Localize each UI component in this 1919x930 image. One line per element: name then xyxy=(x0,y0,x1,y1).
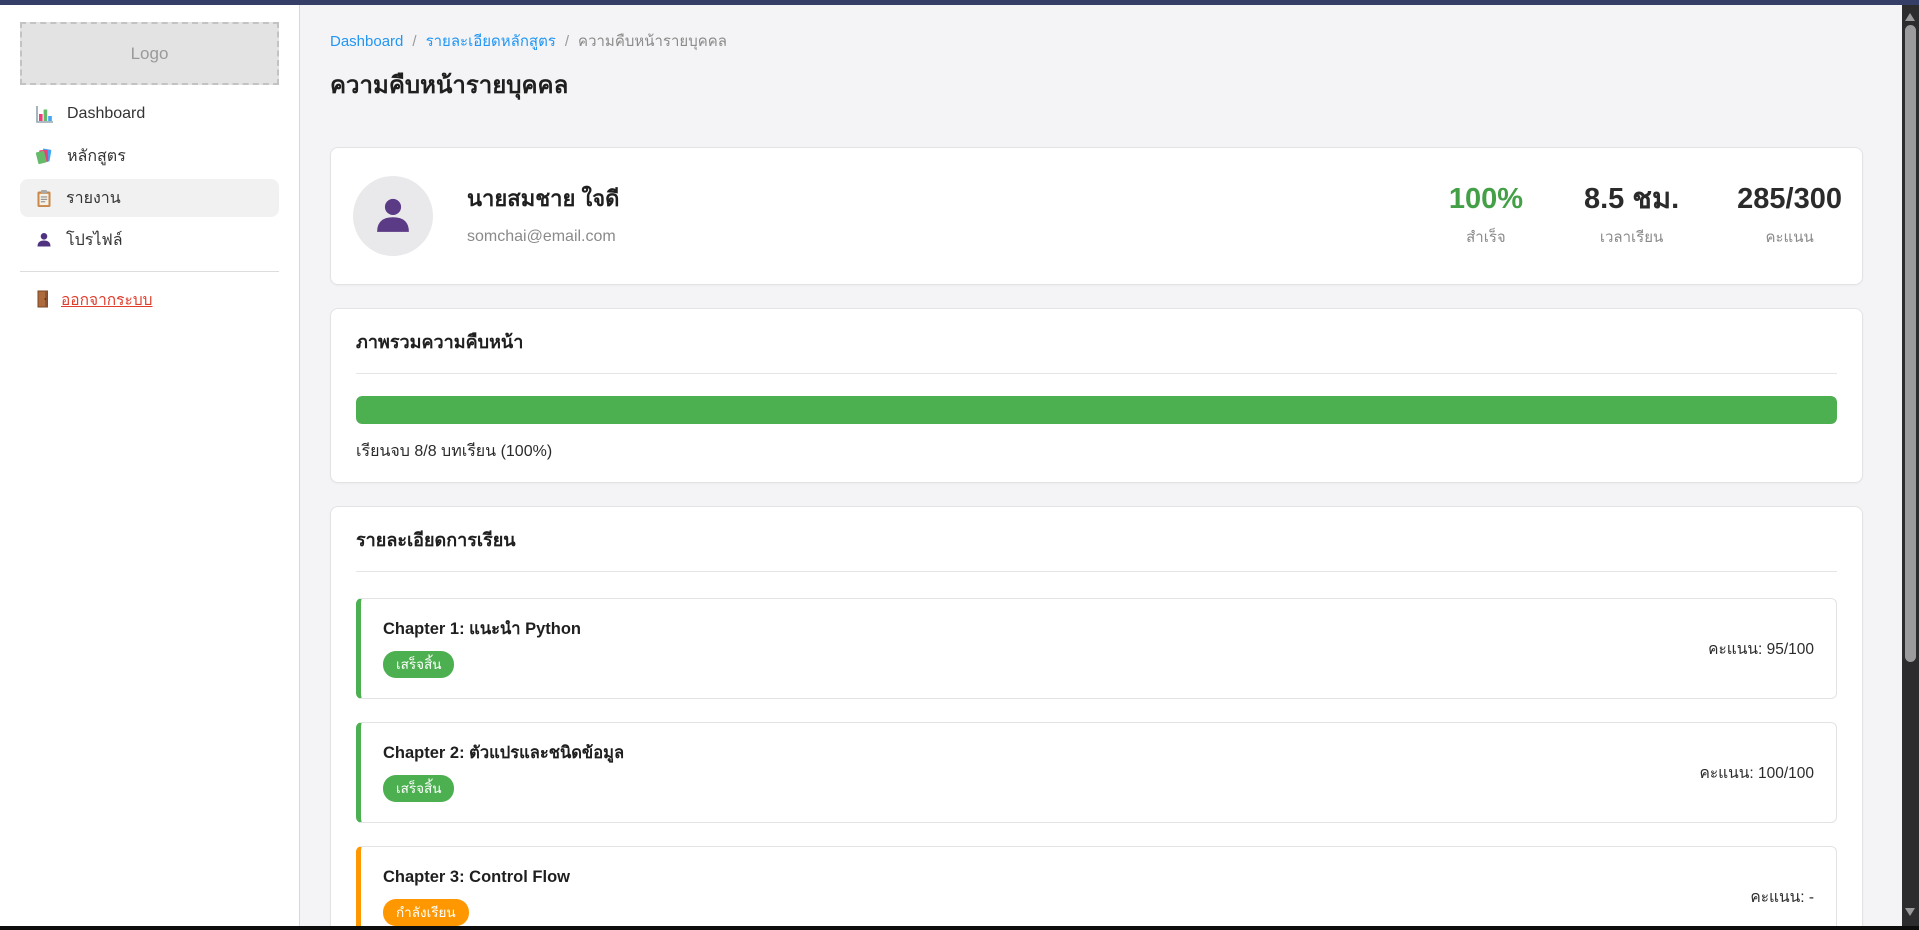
app-layout: Logo Dashboard xyxy=(0,5,1919,930)
sidebar-item-label: Dashboard xyxy=(67,105,146,122)
chapter-item[interactable]: Chapter 1: แนะนำ Python เสร็จสิ้น คะแนน:… xyxy=(356,598,1837,699)
chapter-list: Chapter 1: แนะนำ Python เสร็จสิ้น คะแนน:… xyxy=(356,598,1837,930)
sidebar-item-reports[interactable]: รายงาน xyxy=(20,179,279,217)
bottom-edge-strip xyxy=(0,926,1919,930)
progress-bar xyxy=(356,396,1837,424)
stat-value: 100% xyxy=(1448,183,1524,215)
scrollbar-up-arrow-icon[interactable] xyxy=(1905,13,1915,21)
scrollbar-thumb[interactable] xyxy=(1905,25,1916,662)
breadcrumb-link-course-detail[interactable]: รายละเอียดหลักสูตร xyxy=(425,33,556,50)
stat-item: 100% สำเร็จ xyxy=(1446,183,1526,249)
door-icon xyxy=(35,290,50,308)
card-divider xyxy=(356,571,1837,572)
progress-caption: เรียนจบ 8/8 บทเรียน (100%) xyxy=(356,443,553,460)
sidebar-item-courses[interactable]: หลักสูตร xyxy=(20,137,279,175)
user-name: นายสมชาย ใจดี xyxy=(467,186,620,211)
person-icon xyxy=(35,231,53,249)
sidebar-item-label: โปรไฟล์ xyxy=(66,231,123,249)
chapter-item[interactable]: Chapter 2: ตัวแปรและชนิดข้อมูล เสร็จสิ้น… xyxy=(356,722,1837,823)
breadcrumb-separator: / xyxy=(412,33,417,50)
chapter-title: Chapter 3: Control Flow xyxy=(383,868,570,886)
stat-label: สำเร็จ xyxy=(1466,229,1506,246)
sidebar-nav: Dashboard หลักสูตร xyxy=(0,95,299,259)
card-divider xyxy=(356,373,1837,374)
breadcrumb-current: ความคืบหน้ารายบุคคล xyxy=(578,33,727,50)
chapter-info: Chapter 3: Control Flow กำลังเรียน xyxy=(383,867,570,926)
chapter-score: คะแนน: 95/100 xyxy=(1708,641,1814,658)
sidebar: Logo Dashboard xyxy=(0,5,300,930)
vertical-scrollbar[interactable] xyxy=(1902,5,1919,930)
breadcrumb-link-dashboard[interactable]: Dashboard xyxy=(330,33,404,50)
user-summary-card: นายสมชาย ใจดี somchai@email.com 100% สำเ… xyxy=(330,147,1863,285)
user-email: somchai@email.com xyxy=(467,228,616,245)
logo-text: Logo xyxy=(130,43,169,63)
main-content: Dashboard / รายละเอียดหลักสูตร / ความคืบหน้า… xyxy=(300,5,1919,930)
chapter-status-badge: กำลังเรียน xyxy=(383,899,469,926)
chapter-status-badge: เสร็จสิ้น xyxy=(383,775,455,802)
learning-details-card: รายละเอียดการเรียน Chapter 1: แนะนำ Pyth… xyxy=(330,506,1863,930)
chapter-title: Chapter 1: แนะนำ Python xyxy=(383,620,581,638)
sidebar-item-dashboard[interactable]: Dashboard xyxy=(20,95,279,133)
chapter-score: คะแนน: 100/100 xyxy=(1699,765,1814,782)
overview-title: ภาพรวมความคืบหน้า xyxy=(356,332,524,352)
avatar xyxy=(353,176,433,256)
chapter-item[interactable]: Chapter 3: Control Flow กำลังเรียน คะแนน… xyxy=(356,846,1837,930)
top-accent-bar xyxy=(0,0,1919,5)
chapter-title: Chapter 2: ตัวแปรและชนิดข้อมูล xyxy=(383,744,625,762)
chapter-score: คะแนน: - xyxy=(1750,889,1814,906)
stat-label: คะแนน xyxy=(1765,229,1814,246)
stat-value: 285/300 xyxy=(1737,183,1842,215)
stat-item: 8.5 ชม. เวลาเรียน xyxy=(1584,183,1679,249)
scrollbar-down-arrow-icon[interactable] xyxy=(1905,908,1915,916)
books-icon xyxy=(35,147,54,166)
breadcrumb-separator: / xyxy=(564,33,570,50)
progress-bar-fill xyxy=(356,396,1837,424)
breadcrumb: Dashboard / รายละเอียดหลักสูตร / ความคืบหน้า… xyxy=(330,33,1863,51)
stat-label: เวลาเรียน xyxy=(1599,229,1664,246)
chapter-info: Chapter 1: แนะนำ Python เสร็จสิ้น xyxy=(383,619,581,678)
logout-label: ออกจากระบบ xyxy=(61,291,153,309)
stat-item: 285/300 คะแนน xyxy=(1737,183,1842,249)
sidebar-item-label: รายงาน xyxy=(66,189,121,207)
user-stats: 100% สำเร็จ 8.5 ชม. เวลาเรียน 285/300 คะ… xyxy=(1446,183,1842,249)
sidebar-divider xyxy=(20,271,279,272)
person-icon xyxy=(377,198,409,232)
stat-value: 8.5 ชม. xyxy=(1583,183,1680,215)
logout-link[interactable]: ออกจากระบบ xyxy=(0,287,299,311)
logo-placeholder: Logo xyxy=(20,22,279,85)
user-info: นายสมชาย ใจดี somchai@email.com xyxy=(467,186,619,246)
details-title: รายละเอียดการเรียน xyxy=(356,530,516,550)
clipboard-icon xyxy=(35,189,53,208)
chapter-info: Chapter 2: ตัวแปรและชนิดข้อมูล เสร็จสิ้น xyxy=(383,743,624,802)
page-title: ความคืบหน้ารายบุคคล xyxy=(330,72,569,99)
sidebar-item-label: หลักสูตร xyxy=(67,147,126,165)
bar-chart-icon xyxy=(35,105,54,124)
chapter-status-badge: เสร็จสิ้น xyxy=(383,651,455,678)
sidebar-item-profile[interactable]: โปรไฟล์ xyxy=(20,221,279,259)
progress-overview-card: ภาพรวมความคืบหน้า เรียนจบ 8/8 บทเรียน (1… xyxy=(330,308,1863,483)
